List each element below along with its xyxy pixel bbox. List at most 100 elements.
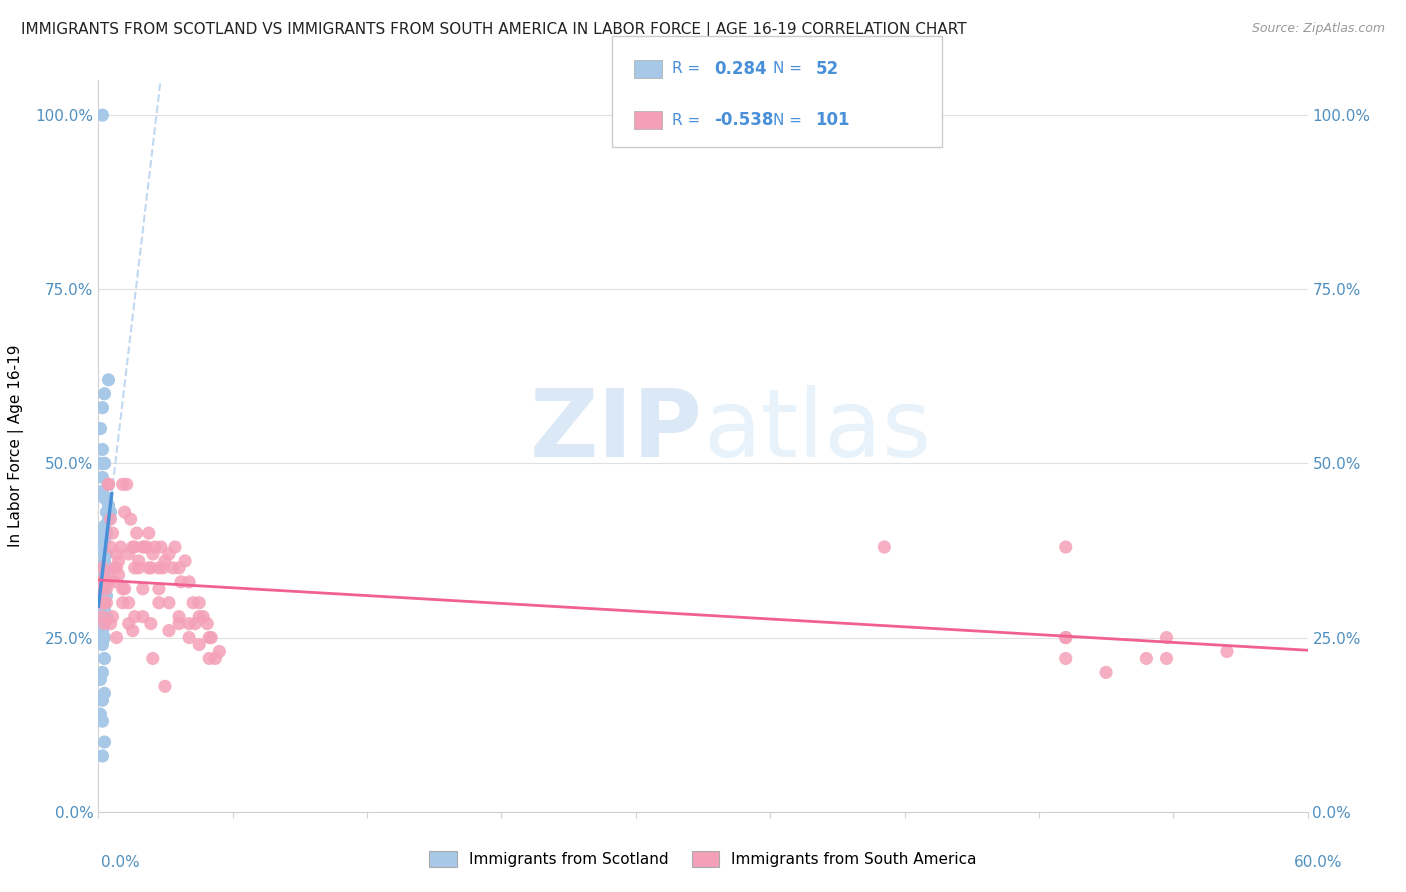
Point bbox=[118, 616, 141, 631]
Point bbox=[198, 631, 221, 645]
Point bbox=[188, 609, 211, 624]
Point bbox=[135, 540, 157, 554]
Point bbox=[89, 616, 111, 631]
Point bbox=[91, 582, 114, 596]
Point bbox=[96, 491, 118, 506]
Point bbox=[96, 567, 118, 582]
Point bbox=[195, 616, 218, 631]
Point bbox=[1216, 644, 1239, 658]
Legend: Immigrants from Scotland, Immigrants from South America: Immigrants from Scotland, Immigrants fro… bbox=[423, 846, 983, 873]
Point bbox=[93, 533, 115, 547]
Point bbox=[1156, 631, 1178, 645]
Point bbox=[97, 477, 120, 491]
Point bbox=[139, 616, 162, 631]
Point bbox=[93, 596, 115, 610]
Point bbox=[128, 554, 150, 568]
Point bbox=[97, 512, 120, 526]
Point bbox=[91, 693, 114, 707]
Point bbox=[89, 574, 111, 589]
Point bbox=[111, 582, 134, 596]
Point bbox=[110, 540, 132, 554]
Text: ZIP: ZIP bbox=[530, 385, 703, 477]
Point bbox=[124, 609, 146, 624]
Point bbox=[132, 540, 155, 554]
Text: 0.284: 0.284 bbox=[714, 60, 766, 78]
Point bbox=[96, 526, 118, 541]
Point bbox=[91, 561, 114, 575]
Point bbox=[157, 624, 180, 638]
Point bbox=[93, 386, 115, 401]
Point bbox=[115, 477, 138, 491]
Text: Source: ZipAtlas.com: Source: ZipAtlas.com bbox=[1251, 22, 1385, 36]
Point bbox=[114, 505, 136, 519]
Point bbox=[138, 526, 160, 541]
Point bbox=[153, 679, 176, 693]
Point bbox=[1135, 651, 1157, 665]
Point bbox=[107, 554, 129, 568]
Point bbox=[93, 574, 115, 589]
Point bbox=[97, 498, 120, 512]
Point bbox=[89, 707, 111, 722]
Point bbox=[134, 540, 156, 554]
Point bbox=[204, 651, 226, 665]
Text: IMMIGRANTS FROM SCOTLAND VS IMMIGRANTS FROM SOUTH AMERICA IN LABOR FORCE | AGE 1: IMMIGRANTS FROM SCOTLAND VS IMMIGRANTS F… bbox=[21, 22, 967, 38]
Point bbox=[157, 596, 180, 610]
Point bbox=[93, 567, 115, 582]
Point bbox=[200, 631, 222, 645]
Point bbox=[91, 665, 114, 680]
Point bbox=[89, 457, 111, 471]
Point bbox=[93, 582, 115, 596]
Point bbox=[873, 540, 896, 554]
Point bbox=[167, 561, 190, 575]
Point bbox=[208, 644, 231, 658]
Point bbox=[93, 603, 115, 617]
Point bbox=[105, 547, 128, 561]
Point bbox=[97, 477, 120, 491]
Point bbox=[111, 477, 134, 491]
Point bbox=[125, 526, 148, 541]
Point bbox=[96, 547, 118, 561]
Point bbox=[96, 505, 118, 519]
Point bbox=[96, 589, 118, 603]
Point bbox=[1054, 631, 1077, 645]
Point bbox=[93, 596, 115, 610]
Point bbox=[91, 574, 114, 589]
Point bbox=[149, 540, 172, 554]
Point bbox=[1156, 651, 1178, 665]
Point bbox=[93, 651, 115, 665]
Point bbox=[120, 512, 142, 526]
Point bbox=[174, 554, 197, 568]
Point bbox=[105, 561, 128, 575]
Point bbox=[91, 749, 114, 764]
Text: 60.0%: 60.0% bbox=[1295, 855, 1343, 870]
Point bbox=[97, 373, 120, 387]
Point bbox=[91, 638, 114, 652]
Point bbox=[148, 582, 170, 596]
Point bbox=[198, 651, 221, 665]
Point bbox=[93, 457, 115, 471]
Point bbox=[179, 631, 201, 645]
Point bbox=[179, 574, 201, 589]
Point bbox=[101, 526, 124, 541]
Point bbox=[118, 596, 141, 610]
Point bbox=[1095, 665, 1118, 680]
Point bbox=[157, 547, 180, 561]
Text: R =: R = bbox=[672, 62, 706, 77]
Point bbox=[91, 574, 114, 589]
Point bbox=[148, 561, 170, 575]
Text: 0.0%: 0.0% bbox=[101, 855, 141, 870]
Point bbox=[91, 470, 114, 484]
Point bbox=[91, 108, 114, 122]
Point bbox=[153, 554, 176, 568]
Point bbox=[91, 609, 114, 624]
Point bbox=[142, 547, 165, 561]
Point bbox=[96, 561, 118, 575]
Point bbox=[89, 631, 111, 645]
Point bbox=[91, 582, 114, 596]
Point bbox=[93, 547, 115, 561]
Text: 52: 52 bbox=[815, 60, 838, 78]
Point bbox=[142, 651, 165, 665]
Point bbox=[91, 540, 114, 554]
Point bbox=[93, 631, 115, 645]
Point bbox=[128, 561, 150, 575]
